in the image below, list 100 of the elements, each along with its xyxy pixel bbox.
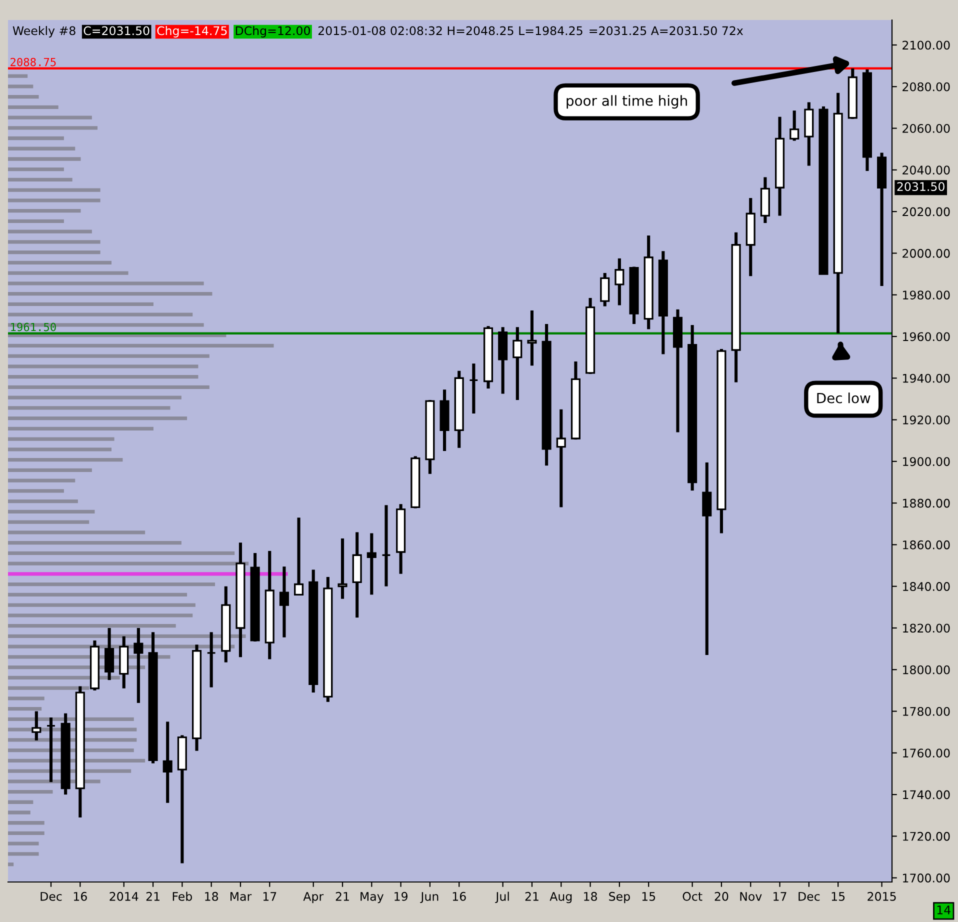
bar xyxy=(8,260,112,265)
bar xyxy=(8,240,100,244)
candlestick xyxy=(614,258,624,306)
candlestick xyxy=(833,92,843,334)
x-tick-label: 2015 xyxy=(868,892,896,901)
bar xyxy=(8,603,196,607)
bar xyxy=(8,624,176,628)
candlestick xyxy=(440,390,450,451)
x-tick-label: 19 xyxy=(394,892,408,901)
bar xyxy=(8,800,34,804)
y-tick-label: 2100.00 xyxy=(902,40,950,50)
x-tick-label: 2014 xyxy=(110,892,138,901)
candlestick xyxy=(279,566,289,638)
x-tick-label: 16 xyxy=(452,892,466,901)
x-tick-label: Jul xyxy=(495,892,509,904)
bar xyxy=(8,582,216,586)
bar xyxy=(8,105,58,109)
x-tick-label: 16 xyxy=(74,892,87,901)
y-tick-label: 1760.00 xyxy=(903,748,950,758)
x-tick-label: Apr xyxy=(303,892,324,904)
y-tick-label: 1740.00 xyxy=(903,790,950,800)
bar xyxy=(8,94,39,99)
text: 2031.50 xyxy=(897,182,944,192)
bar xyxy=(8,282,204,286)
bar xyxy=(8,706,42,711)
bar xyxy=(8,168,64,172)
candlestick xyxy=(366,533,376,595)
bar xyxy=(8,520,90,524)
y-tick-label: 1860.00 xyxy=(903,540,950,550)
bar xyxy=(8,831,44,836)
annotation: =2031.25 A=2031.50 72x xyxy=(590,26,744,36)
bar xyxy=(8,292,212,296)
bar xyxy=(8,188,100,192)
y-tick-label: 1780.00 xyxy=(903,706,950,716)
candlestick xyxy=(119,636,129,688)
x-tick-label: 20 xyxy=(714,892,728,901)
annotation: C=2031.50 xyxy=(84,26,150,36)
bar xyxy=(8,230,92,234)
x-tick-label: Aug xyxy=(550,892,572,904)
x-tick-label: 17 xyxy=(774,892,786,901)
bar xyxy=(8,468,92,472)
chart-title: Weekly #8 xyxy=(12,26,76,38)
bar xyxy=(8,146,76,150)
candlestick xyxy=(221,586,231,662)
y-tick-label: 1960.00 xyxy=(903,332,950,342)
candlestick xyxy=(556,409,566,508)
candlestick xyxy=(512,327,522,400)
x-tick-label: 18 xyxy=(584,892,597,901)
annotation: 2015-01-08 02:08:32 H=2048.25 L=1984.25 xyxy=(318,26,582,36)
y-tick-label: 1920.00 xyxy=(903,415,950,424)
annotation: Dec low xyxy=(817,392,870,404)
bar xyxy=(8,842,39,846)
candlestick xyxy=(162,722,172,803)
bar xyxy=(8,74,28,78)
bar xyxy=(8,489,64,493)
candlestick xyxy=(192,644,202,751)
y-tick-label: 2080.00 xyxy=(902,82,950,92)
bar xyxy=(8,540,182,545)
bar xyxy=(8,178,72,182)
x-tick-label: 21 xyxy=(525,892,538,901)
bar xyxy=(8,614,193,618)
y-tick-label: 2060.00 xyxy=(902,124,950,133)
candlestick xyxy=(527,310,537,366)
candlestick xyxy=(702,462,712,656)
x-tick-label: 15 xyxy=(642,892,656,901)
candlestick xyxy=(264,550,274,660)
bar xyxy=(8,364,198,368)
bar xyxy=(8,592,188,596)
bar xyxy=(8,271,128,275)
x-tick-label: Feb xyxy=(172,892,192,901)
candlestick xyxy=(746,198,756,276)
ref-line-label: 1961.50 xyxy=(11,322,56,332)
bar xyxy=(8,126,98,130)
bar xyxy=(8,426,154,431)
bar xyxy=(8,385,210,390)
y-tick-label: 1820.00 xyxy=(903,624,950,633)
y-tick-label: 1940.00 xyxy=(903,374,950,383)
bar xyxy=(8,250,100,254)
bar xyxy=(8,458,123,462)
y-tick-label: 1700.00 xyxy=(903,874,950,882)
y-tick-label: 1800.00 xyxy=(903,665,950,674)
x-tick-label: Jun xyxy=(420,892,438,904)
annotation: DChg=12.00 xyxy=(236,26,310,38)
bar xyxy=(8,562,249,566)
candlestick xyxy=(352,532,362,618)
bar xyxy=(8,437,114,441)
bar xyxy=(8,416,188,420)
x-tick-label: 21 xyxy=(146,892,160,901)
y-tick-label: 1900.00 xyxy=(903,457,950,466)
x-tick-label: Oct xyxy=(682,892,702,901)
x-tick-label: Sep xyxy=(609,892,630,904)
bar xyxy=(8,136,64,140)
bar xyxy=(8,312,193,316)
bar xyxy=(8,116,92,120)
candlestick xyxy=(775,116,785,216)
x-tick-label: 18 xyxy=(205,892,218,901)
bar xyxy=(8,696,44,700)
x-tick-label: Nov xyxy=(740,892,762,901)
bar xyxy=(8,478,76,482)
bar xyxy=(8,302,154,306)
